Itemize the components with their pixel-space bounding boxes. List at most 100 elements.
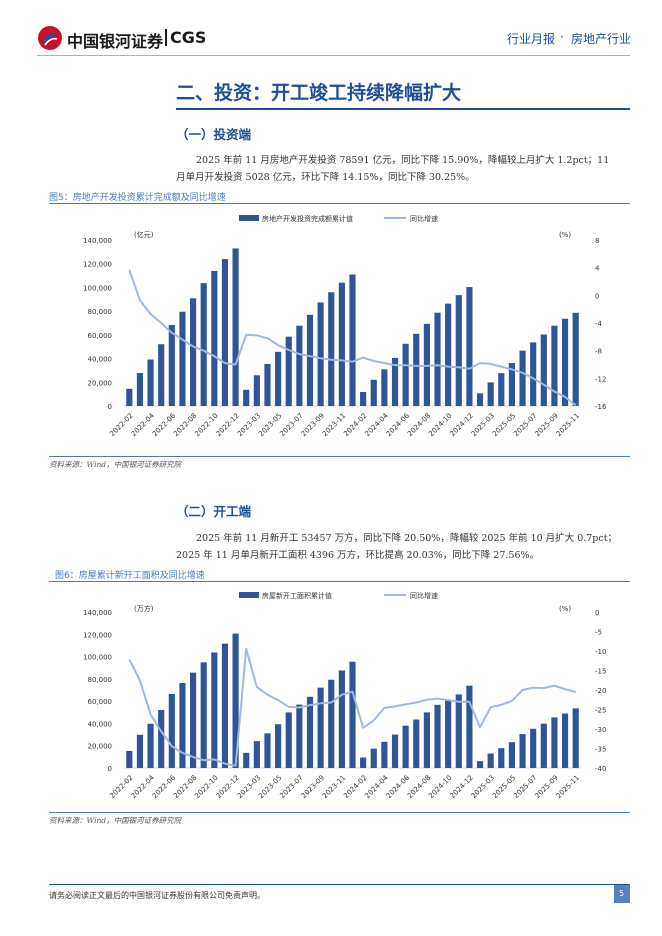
bar bbox=[232, 633, 239, 768]
bar bbox=[551, 717, 558, 768]
bar bbox=[561, 318, 569, 406]
paragraph-investment-line1: 2025 年前 11 月房地产开发投资 78591 亿元，同比下降 15.90%… bbox=[196, 155, 610, 166]
bar bbox=[328, 292, 335, 406]
right-axis-unit: (%) bbox=[559, 231, 571, 239]
legend-bar-label: 房地产开发投资完成额累计值 bbox=[262, 214, 353, 223]
bar bbox=[317, 302, 324, 406]
legend-bar-swatch bbox=[239, 592, 259, 598]
bar bbox=[296, 704, 303, 768]
figure6-bottom-rule bbox=[49, 812, 630, 813]
bar bbox=[508, 363, 516, 406]
bar bbox=[413, 333, 420, 406]
bar bbox=[211, 652, 218, 768]
bar bbox=[275, 351, 282, 406]
page-number-box bbox=[614, 885, 630, 903]
bar bbox=[179, 311, 186, 406]
bar bbox=[200, 662, 207, 768]
header: 中国银河证券 CGS 行业月报 · 房地产行业 bbox=[0, 0, 662, 60]
bar bbox=[317, 687, 324, 768]
right-tick-label: 0 bbox=[595, 292, 599, 300]
right-tick-label: -8 bbox=[595, 348, 602, 356]
bar bbox=[179, 682, 186, 768]
left-tick-label: 120,000 bbox=[83, 261, 112, 269]
right-tick-label: -5 bbox=[595, 629, 602, 637]
right-tick-label: -4 bbox=[595, 320, 603, 328]
bar bbox=[189, 298, 197, 406]
left-tick-label: 0 bbox=[108, 765, 112, 773]
bar bbox=[285, 712, 292, 768]
brand-name: CGS bbox=[170, 28, 207, 47]
bar bbox=[466, 685, 473, 768]
subsection-construction: （二）开工端 bbox=[176, 504, 252, 519]
bar bbox=[498, 373, 505, 406]
bar bbox=[126, 750, 133, 768]
legend-bar-swatch bbox=[239, 215, 259, 221]
bar bbox=[158, 710, 165, 768]
bar bbox=[498, 748, 505, 768]
left-tick-label: 80,000 bbox=[88, 308, 113, 316]
legend-bar-label: 房屋新开工面积累计值 bbox=[262, 591, 332, 600]
left-tick-label: 60,000 bbox=[88, 698, 113, 706]
bar bbox=[434, 312, 441, 406]
bar bbox=[445, 303, 452, 406]
left-tick-label: 20,000 bbox=[88, 743, 113, 751]
right-tick-label: 0 bbox=[595, 609, 599, 617]
left-axis-unit: (万方) bbox=[134, 604, 154, 613]
bar bbox=[221, 259, 229, 406]
left-axis-unit: (亿元) bbox=[134, 230, 154, 239]
bar bbox=[147, 359, 154, 406]
left-tick-label: 100,000 bbox=[83, 284, 112, 292]
figure6-caption: 图6：房屋累计新开工面积及同比增速 bbox=[55, 571, 205, 581]
bar bbox=[530, 728, 537, 768]
bar bbox=[338, 282, 345, 406]
bar bbox=[519, 350, 526, 406]
bar bbox=[551, 325, 558, 406]
header-dot: · bbox=[560, 30, 564, 44]
paragraph-construction-line1: 2025 年前 11 月新开工 53457 万方，同比下降 20.50%，降幅较… bbox=[196, 533, 618, 544]
bar bbox=[391, 734, 399, 768]
left-tick-label: 60,000 bbox=[88, 332, 113, 340]
bar bbox=[561, 713, 569, 768]
bar bbox=[391, 357, 399, 406]
figure5-bottom-rule bbox=[49, 456, 630, 457]
left-tick-label: 140,000 bbox=[83, 237, 112, 245]
right-tick-label: -40 bbox=[595, 765, 606, 773]
bar bbox=[572, 312, 579, 406]
bar bbox=[189, 672, 197, 768]
figure6-chart: 房屋新开工面积累计值 同比增速 (万方) (%) 140,000 120,000 100,0… bbox=[83, 591, 606, 800]
bar bbox=[328, 679, 335, 768]
bar bbox=[381, 741, 388, 768]
industry-name: 房地产行业 bbox=[571, 32, 632, 46]
report-type: 行业月报 bbox=[507, 32, 556, 46]
figure5-caption-rule bbox=[49, 203, 630, 204]
right-tick-label: -35 bbox=[595, 746, 606, 754]
bar bbox=[296, 325, 303, 406]
bar bbox=[147, 723, 154, 768]
bar bbox=[360, 392, 367, 406]
bar bbox=[530, 342, 537, 406]
paragraph-investment-line2: 月单月开发投资 5028 亿元，环比下降 14.15%，同比下降 30.25%。 bbox=[176, 172, 475, 183]
bar bbox=[402, 343, 409, 406]
right-tick-label: -30 bbox=[595, 726, 606, 734]
bar bbox=[349, 274, 356, 406]
company-name: 中国银河证券 bbox=[67, 32, 164, 51]
figure6-source: 资料来源：Wind，中国银河证券研究院 bbox=[49, 816, 182, 825]
bar bbox=[540, 334, 547, 406]
bar bbox=[136, 373, 144, 406]
bar bbox=[476, 761, 484, 768]
bar bbox=[487, 753, 494, 768]
left-tick-label: 140,000 bbox=[83, 609, 112, 617]
left-tick-label: 80,000 bbox=[88, 676, 113, 684]
left-tick-label: 0 bbox=[108, 403, 112, 411]
bar bbox=[243, 389, 250, 406]
bar bbox=[455, 295, 462, 406]
growth-line bbox=[128, 647, 576, 767]
figure5-chart: 房地产开发投资完成额累计值 同比增速 (亿元) (%) 140,000 120,000 10… bbox=[83, 214, 607, 438]
bar bbox=[243, 752, 250, 768]
page-number: 5 bbox=[619, 889, 625, 898]
bar bbox=[370, 379, 377, 406]
bar bbox=[540, 723, 547, 768]
right-tick-label: -25 bbox=[595, 707, 606, 715]
left-tick-label: 120,000 bbox=[83, 631, 112, 639]
bar bbox=[466, 287, 473, 406]
